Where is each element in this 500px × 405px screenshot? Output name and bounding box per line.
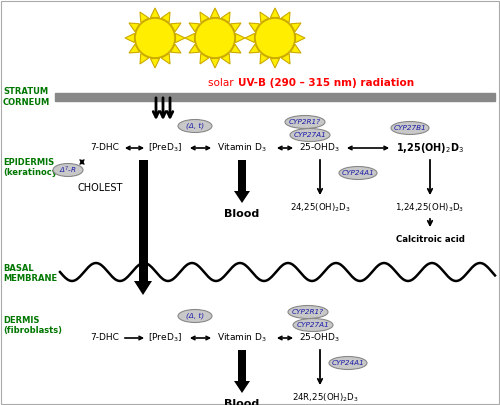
Ellipse shape xyxy=(53,164,83,177)
Polygon shape xyxy=(270,8,280,17)
Ellipse shape xyxy=(339,166,377,179)
Ellipse shape xyxy=(391,122,429,134)
Polygon shape xyxy=(140,12,148,23)
Polygon shape xyxy=(222,12,230,23)
Polygon shape xyxy=(140,53,148,64)
Text: 1,24,25(OH)$_3$D$_3$: 1,24,25(OH)$_3$D$_3$ xyxy=(396,202,464,214)
Text: CYP2R1?: CYP2R1? xyxy=(292,309,324,315)
Text: Vitamin D$_3$: Vitamin D$_3$ xyxy=(217,332,267,344)
Bar xyxy=(238,350,246,381)
Text: Δ$^7$-R: Δ$^7$-R xyxy=(59,164,77,176)
Text: 24R,25(OH)$_2$D$_3$: 24R,25(OH)$_2$D$_3$ xyxy=(292,392,358,404)
Polygon shape xyxy=(170,23,181,32)
Text: 24,25(OH)$_2$D$_3$: 24,25(OH)$_2$D$_3$ xyxy=(290,202,350,214)
Text: Vitamin D$_3$: Vitamin D$_3$ xyxy=(217,142,267,154)
Polygon shape xyxy=(200,53,208,64)
Text: CHOLEST: CHOLEST xyxy=(78,183,122,193)
Ellipse shape xyxy=(178,119,212,132)
Ellipse shape xyxy=(290,128,330,141)
Text: CYP24A1: CYP24A1 xyxy=(342,170,374,176)
Text: STRATUM
CORNEUM: STRATUM CORNEUM xyxy=(3,87,50,107)
Polygon shape xyxy=(290,44,301,53)
Bar xyxy=(55,93,495,101)
Text: BASAL
MEMBRANE: BASAL MEMBRANE xyxy=(3,264,57,284)
Circle shape xyxy=(135,18,175,58)
Polygon shape xyxy=(189,23,200,32)
Polygon shape xyxy=(170,44,181,53)
Polygon shape xyxy=(236,34,245,43)
Polygon shape xyxy=(234,381,250,393)
Text: CYP27B1: CYP27B1 xyxy=(394,125,426,131)
Polygon shape xyxy=(200,12,208,23)
Ellipse shape xyxy=(329,356,367,369)
Polygon shape xyxy=(290,23,301,32)
Polygon shape xyxy=(162,53,170,64)
Polygon shape xyxy=(162,12,170,23)
Polygon shape xyxy=(260,53,268,64)
Polygon shape xyxy=(125,34,134,43)
Text: 7-DHC: 7-DHC xyxy=(90,143,120,153)
Polygon shape xyxy=(129,44,140,53)
Text: Blood: Blood xyxy=(224,209,260,219)
Polygon shape xyxy=(282,53,290,64)
Text: CYP27A1: CYP27A1 xyxy=(294,132,326,138)
Text: Calcitroic acid: Calcitroic acid xyxy=(396,234,464,243)
Circle shape xyxy=(195,18,235,58)
Text: DERMIS
(fibroblasts): DERMIS (fibroblasts) xyxy=(3,316,62,335)
Text: Blood: Blood xyxy=(224,399,260,405)
Polygon shape xyxy=(150,58,160,68)
Polygon shape xyxy=(230,44,241,53)
Polygon shape xyxy=(185,34,194,43)
Polygon shape xyxy=(270,58,280,68)
Text: 25-OHD$_3$: 25-OHD$_3$ xyxy=(300,332,341,344)
Bar xyxy=(138,160,147,281)
Text: 1,25(OH)$_2$D$_3$: 1,25(OH)$_2$D$_3$ xyxy=(396,141,464,155)
Polygon shape xyxy=(282,12,290,23)
Polygon shape xyxy=(210,8,220,17)
Polygon shape xyxy=(189,44,200,53)
Text: (Δ, t): (Δ, t) xyxy=(186,123,204,129)
Ellipse shape xyxy=(178,309,212,322)
Text: [PreD$_3$]: [PreD$_3$] xyxy=(148,332,182,344)
Polygon shape xyxy=(210,58,220,68)
Polygon shape xyxy=(150,8,160,17)
Polygon shape xyxy=(222,53,230,64)
Text: [PreD$_3$]: [PreD$_3$] xyxy=(148,142,182,154)
Polygon shape xyxy=(129,23,140,32)
Text: solar: solar xyxy=(208,78,237,88)
Polygon shape xyxy=(230,23,241,32)
Ellipse shape xyxy=(293,318,333,332)
Bar xyxy=(238,160,246,191)
Polygon shape xyxy=(176,34,185,43)
Text: CYP2R1?: CYP2R1? xyxy=(289,119,321,125)
Ellipse shape xyxy=(285,115,325,128)
Text: CYP24A1: CYP24A1 xyxy=(332,360,364,366)
Text: CYP27A1: CYP27A1 xyxy=(296,322,330,328)
Polygon shape xyxy=(296,34,305,43)
Text: 7-DHC: 7-DHC xyxy=(90,333,120,343)
Polygon shape xyxy=(249,44,260,53)
Text: (Δ, t): (Δ, t) xyxy=(186,313,204,319)
Text: UV-B (290 – 315 nm) radiation: UV-B (290 – 315 nm) radiation xyxy=(238,78,414,88)
Text: EPIDERMIS
(keratinocytes): EPIDERMIS (keratinocytes) xyxy=(3,158,76,177)
Polygon shape xyxy=(260,12,268,23)
Polygon shape xyxy=(134,281,152,295)
Polygon shape xyxy=(245,34,254,43)
Polygon shape xyxy=(234,191,250,203)
Circle shape xyxy=(255,18,295,58)
Text: 25-OHD$_3$: 25-OHD$_3$ xyxy=(300,142,341,154)
Polygon shape xyxy=(249,23,260,32)
Ellipse shape xyxy=(288,305,328,318)
